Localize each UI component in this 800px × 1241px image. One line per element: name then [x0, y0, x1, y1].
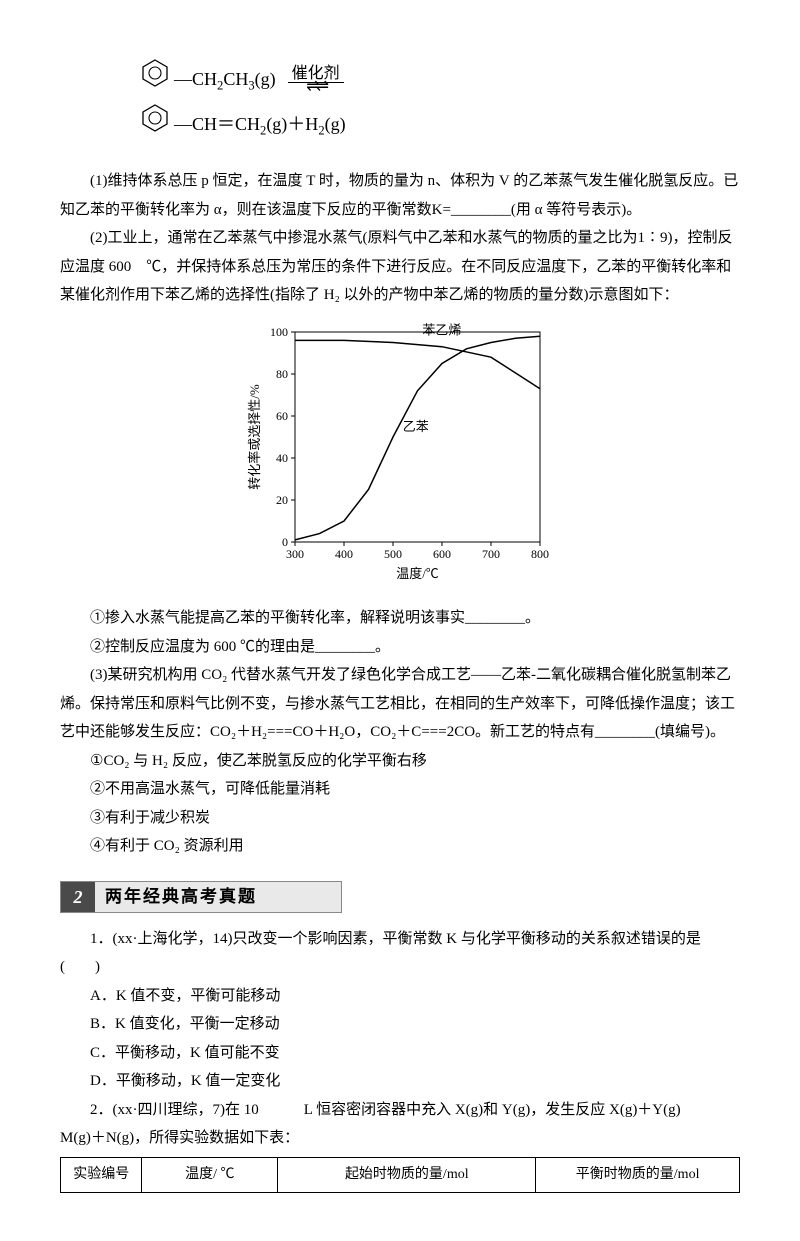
- q1-option-c: C．平衡移动，K 值可能不变: [60, 1039, 740, 1068]
- benzene-ring-icon: [140, 58, 170, 103]
- equilibrium-arrow-icon: ⇌⇌: [306, 79, 325, 95]
- svg-text:400: 400: [335, 547, 353, 561]
- benzene-ring-icon: [140, 103, 170, 148]
- svg-text:80: 80: [276, 367, 288, 381]
- svg-text:乙苯: 乙苯: [403, 419, 429, 434]
- svg-text:300: 300: [286, 547, 304, 561]
- equation-text-1: —CH2CH3(g): [174, 60, 276, 100]
- heading-number: 2: [61, 882, 95, 912]
- option-2: ②不用高温水蒸气，可降低能量消耗: [60, 775, 740, 804]
- q1-stem: 1．(xx·上海化学，14)只改变一个影响因素，平衡常数 K 与化学平衡移动的关…: [60, 925, 740, 982]
- paragraph-3: ①掺入水蒸气能提高乙苯的平衡转化率，解释说明该事实________。: [60, 604, 740, 633]
- paragraph-5: (3)某研究机构用 CO₂ 代替水蒸气开发了绿色化学合成工艺——乙苯-二氧化碳耦…: [60, 661, 740, 747]
- svg-text:40: 40: [276, 451, 288, 465]
- table-header: 温度/ ℃: [142, 1157, 278, 1193]
- svg-text:600: 600: [433, 547, 451, 561]
- chart-svg: 020406080100300400500600700800温度/℃转化率或选择…: [245, 322, 555, 582]
- q1-option-b: B．K 值变化，平衡一定移动: [60, 1010, 740, 1039]
- svg-text:700: 700: [482, 547, 500, 561]
- equation-line-2: —CH＝CH2(g)＋H2(g): [140, 103, 740, 148]
- table-header: 平衡时物质的量/mol: [536, 1157, 740, 1193]
- paragraph-1: (1)维持体系总压 p 恒定，在温度 T 时，物质的量为 n、体积为 V 的乙苯…: [60, 167, 740, 224]
- paragraph-4: ②控制反应温度为 600 ℃的理由是________。: [60, 633, 740, 662]
- conversion-chart: 020406080100300400500600700800温度/℃转化率或选择…: [60, 322, 740, 593]
- option-3: ③有利于减少积炭: [60, 804, 740, 833]
- svg-text:温度/℃: 温度/℃: [396, 566, 439, 581]
- svg-text:苯乙烯: 苯乙烯: [422, 322, 461, 337]
- table-header: 起始时物质的量/mol: [278, 1157, 536, 1193]
- svg-text:100: 100: [270, 325, 288, 339]
- table-header: 实验编号: [61, 1157, 142, 1193]
- option-1: ①CO₂ 与 H₂ 反应，使乙苯脱氢反应的化学平衡右移: [60, 747, 740, 776]
- q2-stem: 2．(xx·四川理综，7)在 10 L 恒容密闭容器中充入 X(g)和 Y(g)…: [60, 1096, 740, 1153]
- paragraph-2: (2)工业上，通常在乙苯蒸气中掺混水蒸气(原料气中乙苯和水蒸气的物质的量之比为1…: [60, 224, 740, 310]
- equation-text-2: —CH＝CH2(g)＋H2(g): [174, 105, 346, 145]
- section-heading: 2 两年经典高考真题: [60, 881, 342, 913]
- option-4: ④有利于 CO₂ 资源利用: [60, 832, 740, 861]
- svg-text:60: 60: [276, 409, 288, 423]
- svg-text:800: 800: [531, 547, 549, 561]
- q1-option-a: A．K 值不变，平衡可能移动: [60, 982, 740, 1011]
- q1-option-d: D．平衡移动，K 值一定变化: [60, 1067, 740, 1096]
- table-row: 实验编号 温度/ ℃ 起始时物质的量/mol 平衡时物质的量/mol: [61, 1157, 740, 1193]
- catalyst-arrow: 催化剂 ⇌⇌: [288, 66, 344, 95]
- heading-text: 两年经典高考真题: [95, 882, 341, 912]
- chemical-equation: —CH2CH3(g) 催化剂 ⇌⇌ —CH＝CH2(g)＋H2(g): [140, 58, 740, 147]
- svg-text:500: 500: [384, 547, 402, 561]
- data-table: 实验编号 温度/ ℃ 起始时物质的量/mol 平衡时物质的量/mol: [60, 1157, 740, 1194]
- svg-text:20: 20: [276, 493, 288, 507]
- equation-line-1: —CH2CH3(g) 催化剂 ⇌⇌: [140, 58, 740, 103]
- svg-text:转化率或选择性/%: 转化率或选择性/%: [247, 384, 262, 490]
